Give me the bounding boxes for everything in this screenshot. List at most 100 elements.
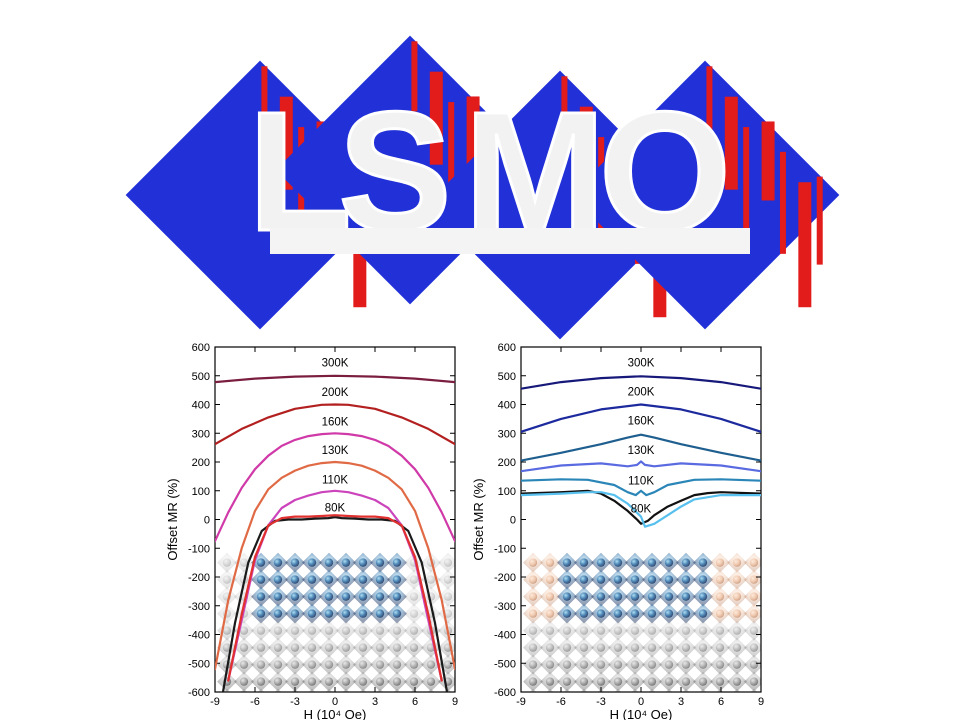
atom	[630, 626, 640, 635]
atom	[614, 694, 622, 702]
atom	[562, 660, 572, 669]
x-tick-label: 9	[452, 696, 458, 708]
y-tick-label: -500	[188, 658, 210, 670]
atom	[647, 575, 657, 584]
atom	[630, 575, 640, 584]
atom	[256, 660, 266, 669]
atom	[545, 643, 555, 652]
atom	[528, 677, 538, 686]
atom	[715, 626, 725, 635]
atom	[698, 592, 708, 601]
atom	[528, 660, 538, 669]
atom	[392, 609, 402, 618]
series-line-160k	[521, 433, 761, 462]
y-tick-label: 600	[192, 342, 210, 354]
atom	[290, 643, 300, 652]
y-tick-label: 300	[498, 428, 516, 440]
atom	[749, 660, 759, 669]
atom	[528, 558, 538, 567]
series-layer	[521, 375, 761, 528]
x-tick-label: 0	[332, 696, 338, 708]
atom	[698, 558, 708, 567]
atom	[664, 592, 674, 601]
y-axis: 600 500 400 300 200 100 0 -100 -200 -300 -400 -500 -…	[494, 342, 761, 699]
atom	[443, 575, 453, 584]
x-tick-label: 9	[758, 696, 764, 708]
atom	[613, 558, 623, 567]
atom	[375, 609, 385, 618]
atom	[222, 575, 232, 584]
y-tick-label: 500	[498, 371, 516, 383]
atom	[273, 558, 283, 567]
y-tick-label: -300	[494, 601, 516, 613]
domain-streak	[429, 71, 443, 165]
atom	[715, 643, 725, 652]
atom	[324, 575, 334, 584]
atom	[562, 575, 572, 584]
atom	[596, 643, 606, 652]
atom	[613, 626, 623, 635]
atom	[307, 626, 317, 635]
y-axis-label: Offset MR (%)	[165, 478, 180, 560]
atom	[562, 677, 572, 686]
atom	[307, 609, 317, 618]
atom	[307, 575, 317, 584]
y-tick-label: 0	[510, 515, 516, 527]
atom	[528, 575, 538, 584]
crystal-image-layer	[523, 552, 761, 702]
domain-streak	[779, 151, 786, 254]
x-tick-label: -9	[210, 696, 220, 708]
temperature-label: 80K	[631, 503, 652, 515]
atom	[273, 643, 283, 652]
y-tick-label: -100	[494, 543, 516, 555]
atom	[308, 694, 316, 702]
atom	[749, 643, 759, 652]
y-tick-label: -400	[494, 630, 516, 642]
domain-streak	[798, 182, 812, 308]
atom	[715, 609, 725, 618]
series-line-130k	[215, 460, 455, 671]
atom	[341, 575, 351, 584]
atom	[630, 643, 640, 652]
letter-baseline-bar	[270, 228, 750, 254]
atom	[579, 643, 589, 652]
atom	[732, 558, 742, 567]
atom	[681, 660, 691, 669]
atom	[698, 609, 708, 618]
atom	[409, 660, 419, 669]
x-tick-label: 3	[678, 696, 684, 708]
y-tick-label: 200	[192, 457, 210, 469]
atom	[290, 677, 300, 686]
y-tick-label: -600	[188, 687, 210, 699]
atom	[273, 575, 283, 584]
atom	[307, 558, 317, 567]
atom	[647, 609, 657, 618]
x-axis-label: H (10⁴ Oe)	[610, 707, 673, 720]
atom	[664, 575, 674, 584]
atom	[647, 558, 657, 567]
atom	[665, 694, 673, 702]
atom	[256, 677, 266, 686]
atom	[290, 575, 300, 584]
atom	[715, 592, 725, 601]
atom	[681, 575, 691, 584]
atom	[647, 626, 657, 635]
y-tick-label: -600	[494, 687, 516, 699]
atom	[239, 660, 249, 669]
atom	[545, 626, 555, 635]
atom	[698, 677, 708, 686]
atom	[732, 592, 742, 601]
atom	[392, 592, 402, 601]
atom	[715, 575, 725, 584]
series-line-80k	[521, 491, 761, 528]
series-line-300k	[521, 375, 761, 390]
atom	[562, 609, 572, 618]
temperature-label: 130K	[628, 445, 655, 457]
atom	[290, 626, 300, 635]
atom	[664, 643, 674, 652]
panel-right: 6005004003002001000-100-200-300-400-500-…	[471, 342, 764, 722]
y-tick-label: 600	[498, 342, 516, 354]
atom	[630, 660, 640, 669]
atom	[341, 626, 351, 635]
